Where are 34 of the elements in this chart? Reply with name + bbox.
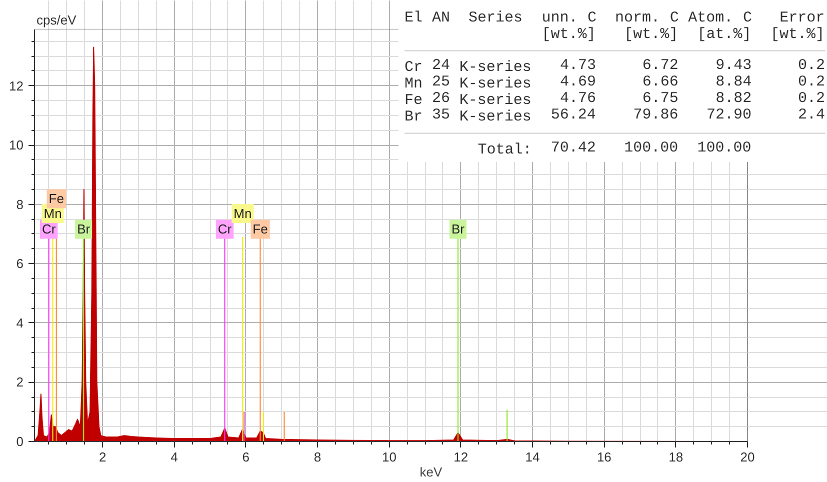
x-tick-label: 20: [740, 450, 755, 464]
x-tick-label: 14: [525, 450, 540, 464]
annotation: Br: [77, 222, 91, 237]
x-tick-label: 6: [242, 450, 250, 464]
y-tick-label: 0: [16, 434, 24, 449]
y-tick-label: 12: [9, 78, 24, 94]
x-axis-title: keV: [420, 464, 443, 480]
text: Fe 26 K-series 4.76 6.75 8.82 0.2: [404, 90, 825, 109]
x-tick-label: 10: [382, 450, 396, 464]
x-tick-label: 18: [668, 450, 684, 464]
y-tick-label: 4: [16, 315, 24, 330]
text: [wt.%] [wt.%] [at.%] [wt.%]: [542, 26, 825, 43]
y-axis-title: cps/eV: [36, 12, 77, 28]
annotation: Br: [452, 222, 466, 237]
annotation: Mn: [234, 206, 252, 222]
text: Mn 25 K-series 4.69 6.66 8.84 0.2: [404, 74, 825, 92]
text: Cr 24 K-series 4.73 6.72 9.43 0.2: [404, 57, 825, 76]
annotation: Fe: [252, 222, 268, 237]
annotation: Cr: [218, 222, 232, 237]
x-tick-label: 16: [596, 450, 612, 464]
y-tick-label: 6: [16, 256, 24, 272]
annotation: Mn: [44, 206, 62, 222]
y-tick-label: 10: [9, 138, 24, 153]
x-tick-label: 4: [170, 450, 178, 464]
x-tick-label: 12: [454, 450, 468, 464]
text: El AN Series unn. C norm. C Atom. C Error: [404, 10, 825, 26]
y-tick-label: 2: [16, 374, 24, 390]
annotation: Fe: [48, 191, 64, 206]
y-tick-label: 8: [16, 196, 24, 212]
x-tick-label: 2: [98, 450, 106, 464]
annotation: Cr: [42, 222, 56, 237]
text: Br 35 K-series 56.24 79.86 72.90 2.4: [404, 106, 825, 126]
text: Total: 70.42 100.00 100.00: [478, 140, 752, 158]
x-tick-label: 8: [314, 450, 322, 464]
